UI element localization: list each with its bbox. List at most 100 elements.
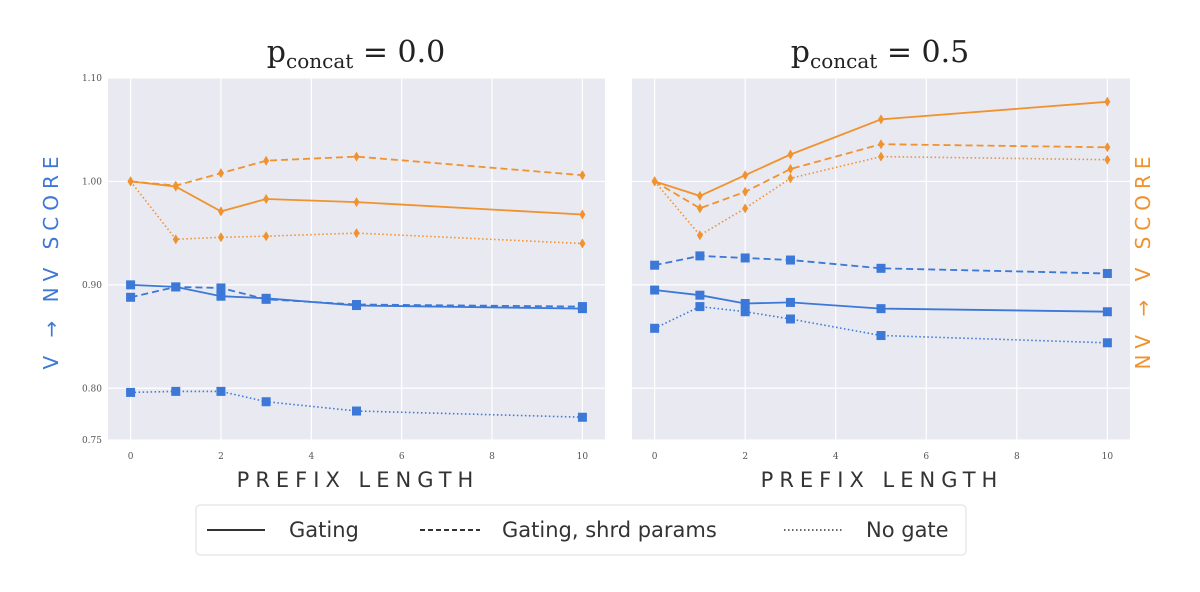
plot-background — [632, 78, 1130, 440]
title-right-rest: = 0.5 — [877, 35, 969, 70]
data-point-diamond — [579, 170, 586, 181]
data-point-square — [876, 263, 886, 273]
data-point-square — [740, 253, 750, 263]
title-right: pconcat = 0.5 — [791, 35, 969, 73]
x-tick-label: 4 — [833, 452, 839, 462]
data-point-diamond — [353, 151, 360, 162]
x-tick-label: 6 — [923, 452, 929, 462]
xlabel-right: PREFIX LENGTH — [761, 468, 1004, 492]
data-point-square — [577, 302, 587, 312]
data-point-diamond — [742, 186, 749, 197]
legend-item-no-gate: No gate — [784, 518, 949, 542]
title-left-main: p — [267, 35, 286, 70]
data-point-square — [352, 406, 361, 416]
data-point-square — [876, 304, 886, 314]
data-point-diamond — [172, 234, 179, 245]
data-point-diamond — [263, 231, 270, 242]
series-line-nv-v-dotted — [129, 180, 583, 245]
ylabel-right: NV → V SCORE — [1131, 150, 1155, 369]
data-point-square — [352, 300, 361, 310]
x-tick-label: 10 — [577, 452, 589, 462]
series-line-nv-v-dotted — [653, 155, 1108, 237]
data-point-diamond — [353, 228, 360, 239]
data-point-square — [216, 386, 226, 396]
legend-item-gating-shrd-params: Gating, shrd params — [420, 518, 717, 542]
data-point-square — [876, 331, 886, 341]
data-point-square — [650, 323, 660, 333]
data-point-square — [650, 285, 660, 295]
series-line-nv-v-dashed — [654, 143, 1108, 210]
data-point-diamond — [878, 139, 884, 150]
data-point-square — [1102, 307, 1112, 317]
x-tick-label: 8 — [1014, 452, 1020, 462]
data-point-diamond — [696, 203, 703, 214]
data-point-diamond — [1104, 142, 1111, 153]
series-line-v-nv-dotted — [130, 390, 583, 418]
legend-frame — [195, 504, 967, 556]
x-tick-label: 10 — [1102, 452, 1114, 462]
plot-panel-left: 0 2 4 6 8 10 0.75 0.80 0.90 1.00 1.10 — [82, 74, 605, 462]
x-tick-label: 0 — [128, 452, 134, 462]
data-point-square — [126, 280, 136, 290]
data-point-diamond — [878, 151, 884, 162]
data-point-square — [1102, 268, 1112, 278]
data-point-diamond — [263, 155, 270, 166]
title-left-subscript: concat — [286, 49, 353, 73]
data-point-square — [650, 260, 660, 270]
data-point-square — [126, 292, 136, 302]
data-point-diamond — [1104, 154, 1111, 165]
legend-label-gating: Gating — [289, 518, 359, 542]
y-tick-label: 0.80 — [82, 384, 102, 394]
data-point-diamond — [217, 206, 224, 217]
legend-item-gating: Gating — [207, 518, 359, 542]
data-point-diamond — [172, 180, 179, 191]
x-tick-label: 2 — [218, 452, 224, 462]
data-point-diamond — [787, 149, 794, 160]
y-tick-label: 0.75 — [82, 436, 102, 446]
data-point-square — [785, 297, 795, 307]
data-point-square — [1102, 338, 1112, 348]
series-line-v-nv-dashed — [654, 254, 1108, 275]
data-point-square — [171, 282, 181, 292]
data-point-diamond — [696, 230, 703, 241]
y-tick-label: 0.90 — [82, 281, 102, 291]
series-line-v-nv-solid — [654, 289, 1108, 313]
data-point-diamond — [651, 176, 658, 187]
plot-background — [108, 78, 605, 440]
data-point-square — [171, 386, 181, 396]
x-tick-label: 8 — [489, 452, 495, 462]
data-point-square — [695, 251, 705, 261]
series-line-nv-v-dashed — [130, 155, 583, 187]
series-line-nv-v-solid — [654, 100, 1108, 197]
series-line-v-nv-solid — [130, 284, 583, 310]
data-point-square — [785, 255, 795, 265]
data-point-square — [216, 283, 226, 293]
x-tick-label: 0 — [652, 452, 658, 462]
xlabel-left: PREFIX LENGTH — [237, 468, 480, 492]
title-right-main: p — [791, 35, 810, 70]
data-point-diamond — [579, 238, 586, 249]
data-point-diamond — [742, 203, 749, 214]
data-point-diamond — [787, 164, 794, 175]
data-point-diamond — [696, 190, 703, 201]
legend-label-no-gate: No gate — [866, 518, 949, 542]
title-right-subscript: concat — [810, 49, 877, 73]
data-point-diamond — [217, 168, 224, 179]
data-point-square — [577, 412, 587, 422]
data-point-diamond — [878, 114, 884, 125]
title-left-rest: = 0.0 — [353, 35, 445, 70]
data-point-diamond — [742, 170, 749, 181]
ylabel-left: V → NV SCORE — [39, 150, 63, 369]
data-point-square — [126, 387, 136, 397]
legend-label-gating-shrd-params: Gating, shrd params — [502, 518, 717, 542]
y-tick-label: 1.10 — [82, 74, 102, 84]
y-tick-label: 1.00 — [82, 177, 102, 187]
data-point-square — [261, 397, 271, 407]
data-point-square — [261, 294, 271, 304]
data-point-diamond — [787, 173, 794, 184]
data-point-square — [695, 290, 705, 300]
data-point-diamond — [579, 209, 586, 220]
data-point-diamond — [127, 176, 134, 187]
title-left: pconcat = 0.0 — [267, 35, 445, 73]
